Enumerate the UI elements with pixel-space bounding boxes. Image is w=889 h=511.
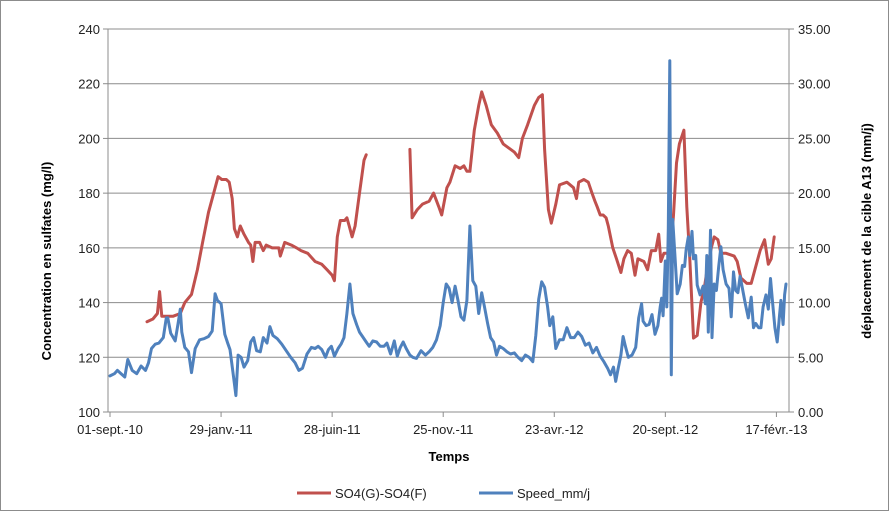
y-right-tick-label: 30.00 (798, 77, 831, 92)
y-right-tick-label: 0.00 (798, 405, 823, 420)
x-tick-label: 28-juin-11 (304, 422, 361, 437)
series-lines (108, 59, 788, 398)
y-left-tick-label: 220 (78, 77, 100, 92)
y-left-tick-label: 120 (78, 350, 100, 365)
x-tick-label: 25-nov.-11 (413, 422, 473, 437)
x-tick-label: 29-janv.-11 (190, 422, 253, 437)
series-line-speed (108, 59, 788, 398)
x-tick-label: 17-févr.-13 (745, 422, 807, 437)
y-left-tick-label: 140 (78, 296, 100, 311)
legend-label-speed: Speed_mm/j (517, 486, 590, 501)
y-left-tick-label: 100 (78, 405, 100, 420)
axes (103, 28, 794, 417)
legend: SO4(G)-SO4(F) Speed_mm/j (297, 486, 590, 501)
y-right-tick-label: 35.00 (798, 22, 831, 37)
y-left-tick-label: 180 (78, 186, 100, 201)
y-left-tick-label: 200 (78, 131, 100, 146)
y-right-tick-label: 5.00 (798, 350, 823, 365)
tick-labels: 100 120 140 160 180 200 220 240 0.00 5.00 10.00 15.… (77, 22, 830, 437)
y-left-tick-label: 240 (78, 22, 100, 37)
series-line-so4 (408, 90, 776, 340)
y-axis-left-title: Concentration en sulfates (mg/l) (39, 162, 54, 361)
x-axis-title: Temps (429, 449, 470, 464)
y-right-tick-label: 15.00 (798, 241, 831, 256)
legend-label-so4: SO4(G)-SO4(F) (335, 486, 427, 501)
x-tick-label: 20-sept.-12 (632, 422, 698, 437)
series-line-so4 (145, 153, 368, 324)
y-axis-right-title: déplacement de la cible A13 (mm/j) (859, 123, 874, 339)
y-right-tick-label: 25.00 (798, 131, 831, 146)
y-right-tick-label: 20.00 (798, 186, 831, 201)
x-tick-label: 23-avr.-12 (525, 422, 584, 437)
y-right-tick-label: 10.00 (798, 296, 831, 311)
y-left-tick-label: 160 (78, 241, 100, 256)
x-tick-label: 01-sept.-10 (77, 422, 143, 437)
